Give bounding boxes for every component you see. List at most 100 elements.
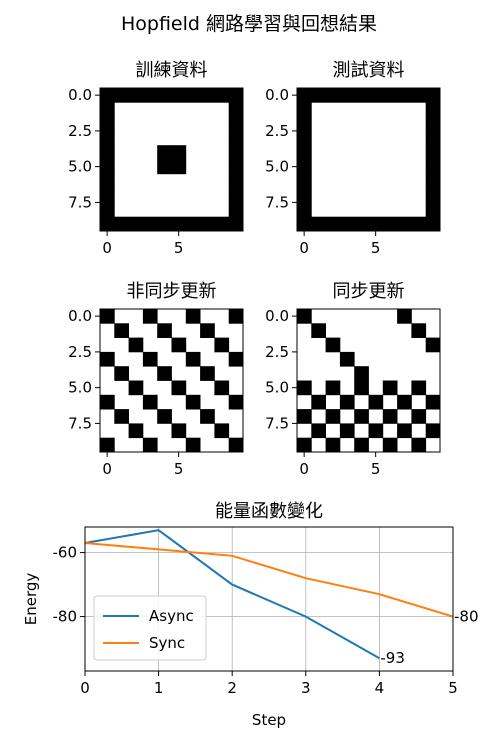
heatmap-cell xyxy=(297,202,312,218)
heatmap-cell xyxy=(200,409,215,424)
x-tick-label: 0 xyxy=(299,460,309,478)
heatmap-cell xyxy=(114,366,129,381)
heatmap-cell xyxy=(185,309,201,324)
heatmap-cell xyxy=(425,102,441,117)
x-tick-label: 4 xyxy=(375,679,385,697)
heatmap-cell xyxy=(228,116,244,132)
heatmap-cell xyxy=(171,423,187,439)
heatmap-cell xyxy=(425,423,441,439)
heatmap-cell xyxy=(142,351,158,367)
heatmap-cell xyxy=(325,380,341,396)
heatmap-cell xyxy=(382,437,398,453)
heatmap-cell xyxy=(425,394,441,410)
heatmap-cell xyxy=(397,394,412,410)
heatmap-cell xyxy=(114,88,129,103)
heatmap-cell xyxy=(368,88,384,103)
heatmap-cell xyxy=(297,173,312,189)
heatmap-cell xyxy=(100,145,115,160)
heatmap-cell xyxy=(425,159,441,175)
heatmap-cell xyxy=(425,202,441,218)
heatmap-cell xyxy=(339,88,355,103)
heatmap-cell xyxy=(354,366,369,381)
heatmap-cell xyxy=(100,116,115,132)
series-line-sync xyxy=(84,542,454,618)
heatmap-cell xyxy=(311,423,326,439)
figure-title: Hopfield 網路學習與回想結果 xyxy=(121,13,377,35)
y-tick-label: 2.5 xyxy=(68,122,92,140)
heatmap-cell xyxy=(425,188,441,203)
x-tick-label: 1 xyxy=(154,679,164,697)
heatmap-cell xyxy=(200,366,215,381)
heatmap-cell xyxy=(100,437,115,453)
y-tick-label: 7.5 xyxy=(68,414,92,432)
heatmap-title: 非同步更新 xyxy=(127,281,217,302)
heatmap-cell xyxy=(228,145,244,160)
heatmap-cell xyxy=(100,173,115,189)
heatmap-cell xyxy=(325,337,341,353)
x-tick-label: 0 xyxy=(80,679,90,697)
heatmap-cell xyxy=(100,394,115,410)
heatmap-frame xyxy=(99,308,244,453)
heatmap-cell xyxy=(382,409,398,424)
heatmap-cell xyxy=(142,216,158,232)
heatmap-cell xyxy=(171,337,187,353)
heatmap-cell xyxy=(185,88,201,103)
heatmap-cell xyxy=(214,423,230,439)
heatmap-cell xyxy=(100,88,115,103)
heatmap-cell xyxy=(157,216,172,232)
heatmap-cell xyxy=(200,216,215,232)
heatmap-cell xyxy=(425,173,441,189)
heatmap-cell xyxy=(297,380,312,396)
heatmap-cell xyxy=(411,380,427,396)
heatmap-cell xyxy=(354,88,369,103)
heatmap-cell xyxy=(100,159,115,175)
heatmap-cell xyxy=(354,437,369,453)
energy-line-chart: 能量函數變化 -93 -80 0 1 2 3 4 5 -60 -80 Step Energy Async S… xyxy=(22,501,479,729)
y-tick-label: 7.5 xyxy=(68,193,92,211)
heatmap-cell xyxy=(297,159,312,175)
x-tick-label: 5 xyxy=(371,239,381,257)
heatmap-cell xyxy=(297,116,312,132)
heatmap-cell xyxy=(142,394,158,410)
heatmap-cell xyxy=(311,216,326,232)
heatmap-cell xyxy=(368,423,384,439)
heatmap-cell xyxy=(297,130,312,146)
heatmap-cell xyxy=(354,409,369,424)
heatmap-cell xyxy=(157,409,172,424)
heatmap-cell xyxy=(100,188,115,203)
heatmap-cell xyxy=(297,188,312,203)
heatmap-cell xyxy=(339,216,355,232)
x-tick-label: 5 xyxy=(371,460,381,478)
heatmap-cell xyxy=(397,88,412,103)
heatmap-cell xyxy=(228,202,244,218)
heatmap-cell xyxy=(325,437,341,453)
heatmap-cell xyxy=(128,216,144,232)
heatmap-cell xyxy=(297,216,312,232)
y-tick-label: 0.0 xyxy=(68,307,92,325)
heatmap-panel-2: 測試資料 0.0 2.5 5.0 7.5 0 5 xyxy=(265,60,441,257)
heatmap-cell xyxy=(171,145,187,160)
heatmap-cell xyxy=(200,323,215,338)
heatmap-cell xyxy=(142,309,158,324)
plot-frame xyxy=(84,526,454,672)
heatmap-cell xyxy=(100,202,115,218)
heatmap-panel-3: 非同步更新 0.0 2.5 5.0 7.5 0 5 xyxy=(68,281,244,478)
heatmap-cell xyxy=(228,437,244,453)
heatmap-cell xyxy=(411,88,427,103)
heatmap-cell xyxy=(297,145,312,160)
heatmap-cell xyxy=(142,88,158,103)
heatmap-cell xyxy=(311,88,326,103)
heatmap-cell xyxy=(339,394,355,410)
series-end-label: -80 xyxy=(454,608,479,626)
heatmap-cell xyxy=(114,409,129,424)
series-line-async xyxy=(84,529,380,660)
y-tick-label: 5.0 xyxy=(265,158,289,176)
heatmap-cell xyxy=(354,380,369,396)
heatmap-cell xyxy=(157,88,172,103)
y-tick-label: -80 xyxy=(53,608,78,626)
legend: Async Sync xyxy=(93,595,207,661)
heatmap-cell xyxy=(100,130,115,146)
y-tick-label: 0.0 xyxy=(68,86,92,104)
heatmap-cell xyxy=(100,309,115,324)
heatmap-title: 測試資料 xyxy=(333,60,405,81)
